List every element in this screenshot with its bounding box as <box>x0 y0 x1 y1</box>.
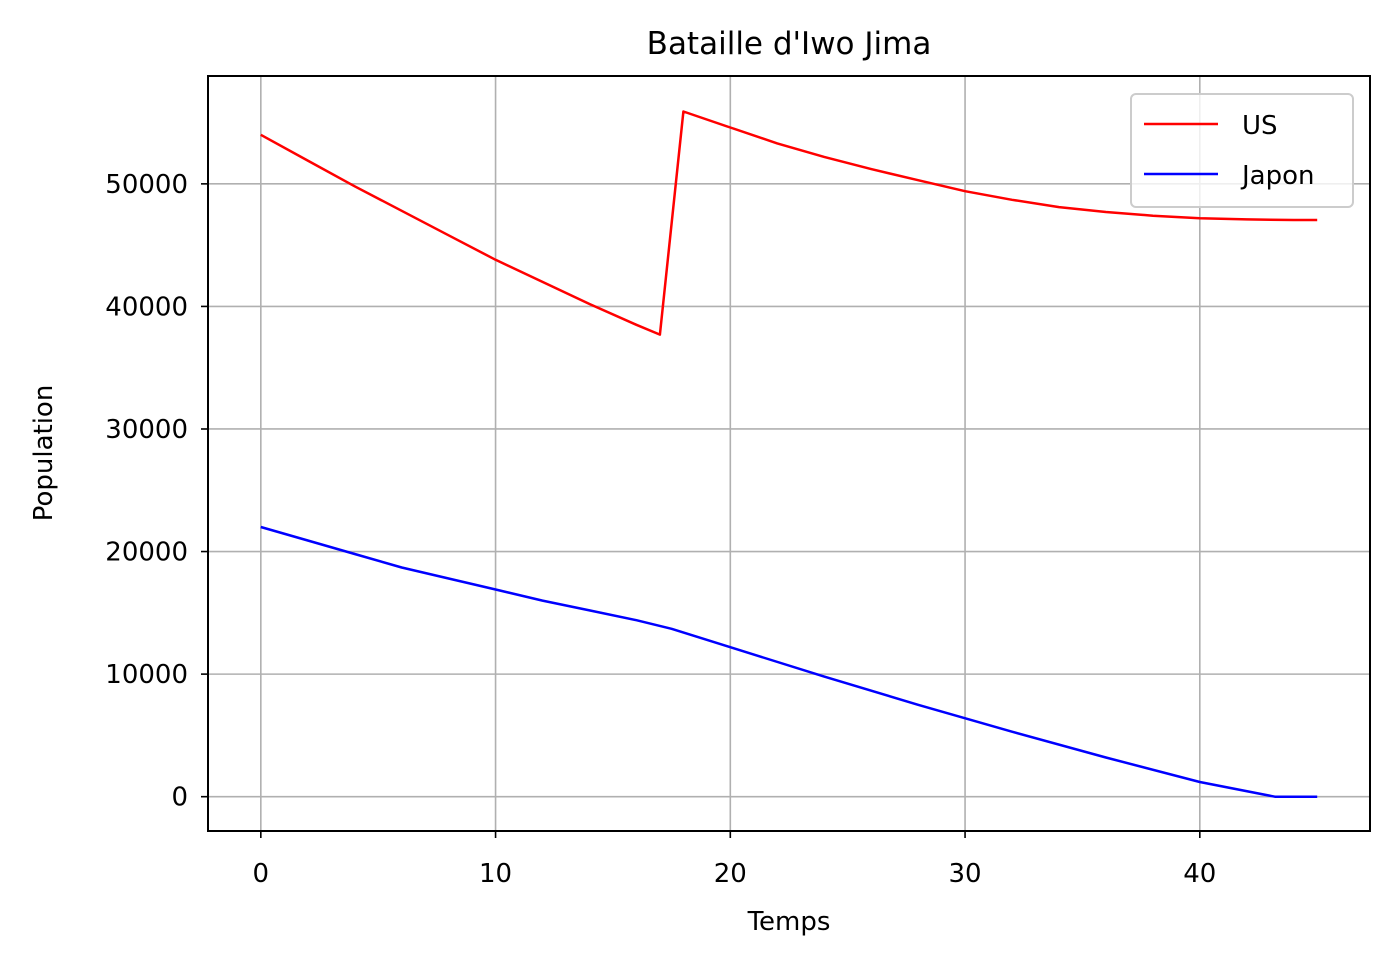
legend-box <box>1130 93 1354 208</box>
x-axis-label: Temps <box>747 907 831 937</box>
y-tick-label: 10000 <box>105 660 188 690</box>
plot-frame <box>207 75 1371 832</box>
legend-label-japon: Japon <box>1240 161 1315 191</box>
y-tick-label: 0 <box>171 783 188 813</box>
legend-label-us: US <box>1242 111 1278 141</box>
y-tick-label: 40000 <box>105 292 188 322</box>
y-tick-label: 20000 <box>105 538 188 568</box>
x-tick-label: 30 <box>949 859 982 889</box>
series-line-japon <box>260 525 1318 798</box>
legend: US Japon <box>1130 93 1354 208</box>
axis-ticks: 0 10 20 30 40 0 10000 20000 30000 40000 50000 <box>105 170 1216 889</box>
x-tick-label: 0 <box>253 859 270 889</box>
x-tick-label: 10 <box>479 859 512 889</box>
x-tick-label: 20 <box>714 859 747 889</box>
y-axis-label: Population <box>29 385 59 522</box>
y-tick-label: 50000 <box>105 170 188 200</box>
series-line-us <box>260 110 1318 336</box>
y-tick-label: 30000 <box>105 415 188 445</box>
series-lines <box>260 110 1318 798</box>
x-tick-label: 40 <box>1183 859 1216 889</box>
chart-title: Bataille d'Iwo Jima <box>647 26 932 62</box>
